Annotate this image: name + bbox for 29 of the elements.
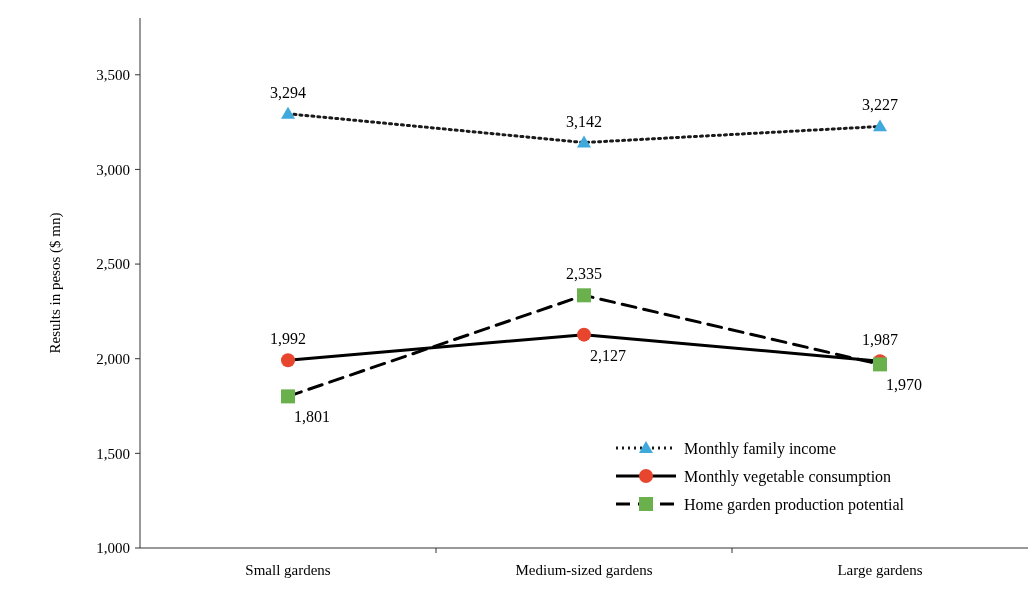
y-tick-label: 2,000: [96, 350, 130, 367]
point: [281, 106, 295, 119]
data-label: 2,127: [590, 346, 626, 364]
legend-label: Home garden production potential: [684, 495, 905, 514]
point: [577, 327, 591, 342]
y-tick-label: 3,000: [96, 161, 130, 178]
y-tick-label: 2,500: [96, 256, 130, 273]
data-label: 1,987: [862, 331, 898, 349]
legend-label: Monthly family income: [684, 439, 836, 458]
data-label: 1,992: [270, 330, 306, 348]
x-tick-label: Large gardens: [837, 562, 923, 578]
legend-label: Monthly vegetable consumption: [684, 467, 892, 486]
data-label: 2,335: [566, 265, 602, 283]
y-tick-label: 1,000: [96, 540, 130, 557]
data-label: 1,970: [886, 376, 922, 394]
data-label: 3,227: [862, 96, 898, 114]
x-tick-label: Small gardens: [245, 562, 331, 578]
x-tick-label: Medium-sized gardens: [515, 562, 653, 578]
point: [577, 135, 591, 148]
y-axis-title: Results in pesos ($ mn): [47, 212, 64, 354]
point: [873, 119, 887, 132]
point: [281, 389, 295, 404]
data-label: 1,801: [294, 408, 330, 426]
y-tick-label: 3,500: [96, 67, 130, 84]
point: [577, 288, 591, 303]
data-label: 3,142: [566, 112, 602, 130]
data-label: 3,294: [270, 83, 306, 101]
y-tick-label: 1,500: [96, 445, 130, 462]
point: [281, 353, 295, 368]
